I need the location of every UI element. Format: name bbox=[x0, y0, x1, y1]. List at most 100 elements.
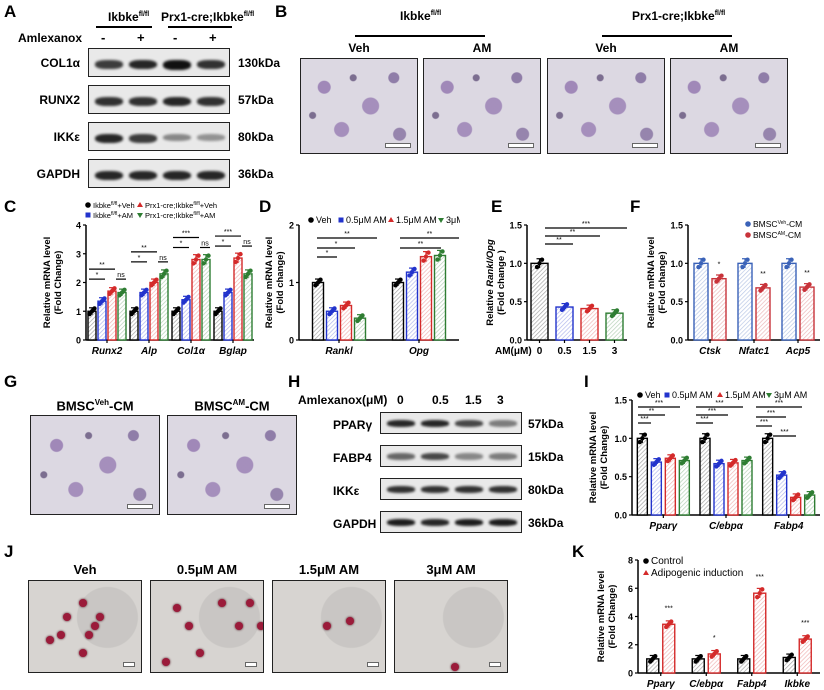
scale-bar bbox=[508, 143, 534, 148]
scale-bar bbox=[755, 143, 781, 148]
data-point bbox=[134, 306, 139, 311]
blot-strip bbox=[88, 85, 230, 114]
treatment-sign: + bbox=[137, 30, 145, 45]
y-tick-label: 1.5 bbox=[614, 396, 627, 406]
chart-e: E 0.0 0.5 1.0 1.5 Relative Rankl/Opg (Fold cha… bbox=[485, 197, 627, 357]
lipid-droplet bbox=[345, 617, 354, 626]
y-axis-label: Relative mRNA level bbox=[264, 237, 275, 329]
bar bbox=[311, 281, 325, 341]
significance-label: ** bbox=[99, 262, 105, 269]
x-tick-label: Alp bbox=[140, 346, 157, 357]
y-tick-label: 4 bbox=[628, 612, 633, 622]
dose-label: 0 bbox=[397, 393, 404, 407]
x-tick-label: 0.5 bbox=[558, 346, 572, 357]
data-point bbox=[702, 436, 708, 441]
data-point bbox=[755, 594, 760, 600]
kda-label: 57kDa bbox=[238, 93, 274, 107]
lipid-droplet bbox=[235, 621, 243, 630]
data-point bbox=[191, 261, 196, 266]
bar bbox=[117, 291, 127, 341]
band bbox=[421, 519, 449, 526]
significance-label: *** bbox=[780, 429, 788, 436]
micrograph bbox=[28, 580, 142, 673]
bar bbox=[693, 262, 709, 341]
bar bbox=[139, 291, 149, 341]
bar bbox=[713, 462, 725, 516]
data-point bbox=[534, 264, 540, 270]
protein-label: IKKε bbox=[53, 130, 80, 144]
data-point bbox=[426, 250, 431, 255]
legend-marker bbox=[643, 570, 649, 575]
data-point bbox=[670, 453, 676, 458]
data-point bbox=[176, 306, 181, 311]
lipid-droplet bbox=[79, 649, 88, 658]
group2-text: Prx1-cre;Ikbke bbox=[632, 9, 715, 23]
x-tick-label: Rankl bbox=[325, 346, 352, 357]
data-point bbox=[360, 313, 365, 318]
data-point bbox=[144, 287, 149, 293]
significance-label: *** bbox=[760, 419, 768, 426]
data-point bbox=[789, 652, 794, 657]
data-point bbox=[122, 287, 127, 293]
panel-label: I bbox=[584, 372, 589, 391]
lipid-droplet bbox=[62, 612, 71, 621]
significance-label: ns bbox=[117, 272, 125, 279]
data-point bbox=[409, 269, 415, 275]
data-point bbox=[203, 257, 209, 262]
chart-d: D 0 1 2 Relative mRNA level (Fold change) Rank… bbox=[259, 197, 460, 357]
legend-label: Prx1-cre;Ikbkefl/fl+AM bbox=[145, 211, 215, 220]
protein-label: GAPDH bbox=[36, 167, 80, 181]
lipid-droplet bbox=[184, 621, 193, 630]
significance-label: ** bbox=[556, 237, 562, 244]
data-point bbox=[637, 439, 643, 445]
legend-label: Veh bbox=[316, 215, 332, 225]
data-point bbox=[653, 653, 658, 659]
significance-label: * bbox=[138, 255, 141, 262]
legend-label: 1.5μM AM bbox=[725, 390, 766, 400]
significance-label: * bbox=[718, 262, 721, 269]
data-point bbox=[719, 273, 724, 278]
y-tick-label: 2 bbox=[289, 221, 294, 231]
x-axis-label: AM(μM) bbox=[495, 346, 532, 357]
y-tick-label: 6 bbox=[628, 584, 633, 594]
data-point bbox=[714, 279, 719, 284]
image-title: BMSCAM-CM bbox=[167, 398, 297, 413]
legend-marker bbox=[643, 558, 649, 564]
title-suffix: -CM bbox=[245, 398, 270, 414]
y-tick-label: 0 bbox=[289, 336, 294, 346]
band bbox=[197, 59, 225, 69]
group1-text: Ikbke bbox=[108, 10, 139, 24]
band bbox=[95, 96, 123, 106]
b-group2-underline bbox=[602, 35, 732, 37]
data-point bbox=[744, 653, 749, 659]
band bbox=[163, 59, 191, 70]
legend-marker bbox=[308, 217, 314, 223]
data-point bbox=[696, 264, 701, 270]
data-point bbox=[701, 257, 706, 262]
x-tick-label: Bglap bbox=[219, 346, 247, 357]
significance-label: *** bbox=[182, 231, 190, 238]
y-axis-label: Relative mRNA level bbox=[588, 412, 599, 504]
data-point bbox=[757, 590, 762, 596]
legend-marker bbox=[745, 232, 751, 238]
data-point bbox=[789, 257, 794, 262]
significance-label: *** bbox=[801, 620, 809, 627]
data-point bbox=[407, 273, 412, 278]
data-point bbox=[346, 300, 351, 305]
panel-b-group1: Ikbkefl/fl bbox=[400, 9, 441, 23]
data-point bbox=[589, 303, 595, 309]
panel-label: K bbox=[572, 542, 585, 561]
bar bbox=[678, 459, 691, 516]
data-point bbox=[437, 253, 443, 258]
data-point bbox=[233, 259, 238, 265]
lipid-droplet bbox=[162, 658, 171, 667]
treatment-sign: - bbox=[101, 30, 106, 45]
group1-sup: fl/fl bbox=[138, 11, 150, 18]
y-axis-label: (Fold Change) bbox=[607, 585, 618, 649]
data-point bbox=[228, 287, 233, 293]
chart-f: F 0.0 0.5 1.0 1.5 Relative mRNA level (Fold ch… bbox=[630, 197, 820, 357]
y-tick-label: 0.0 bbox=[614, 511, 627, 521]
x-tick-label: Fabp4 bbox=[737, 679, 767, 690]
data-point bbox=[201, 261, 206, 266]
band bbox=[129, 96, 157, 106]
